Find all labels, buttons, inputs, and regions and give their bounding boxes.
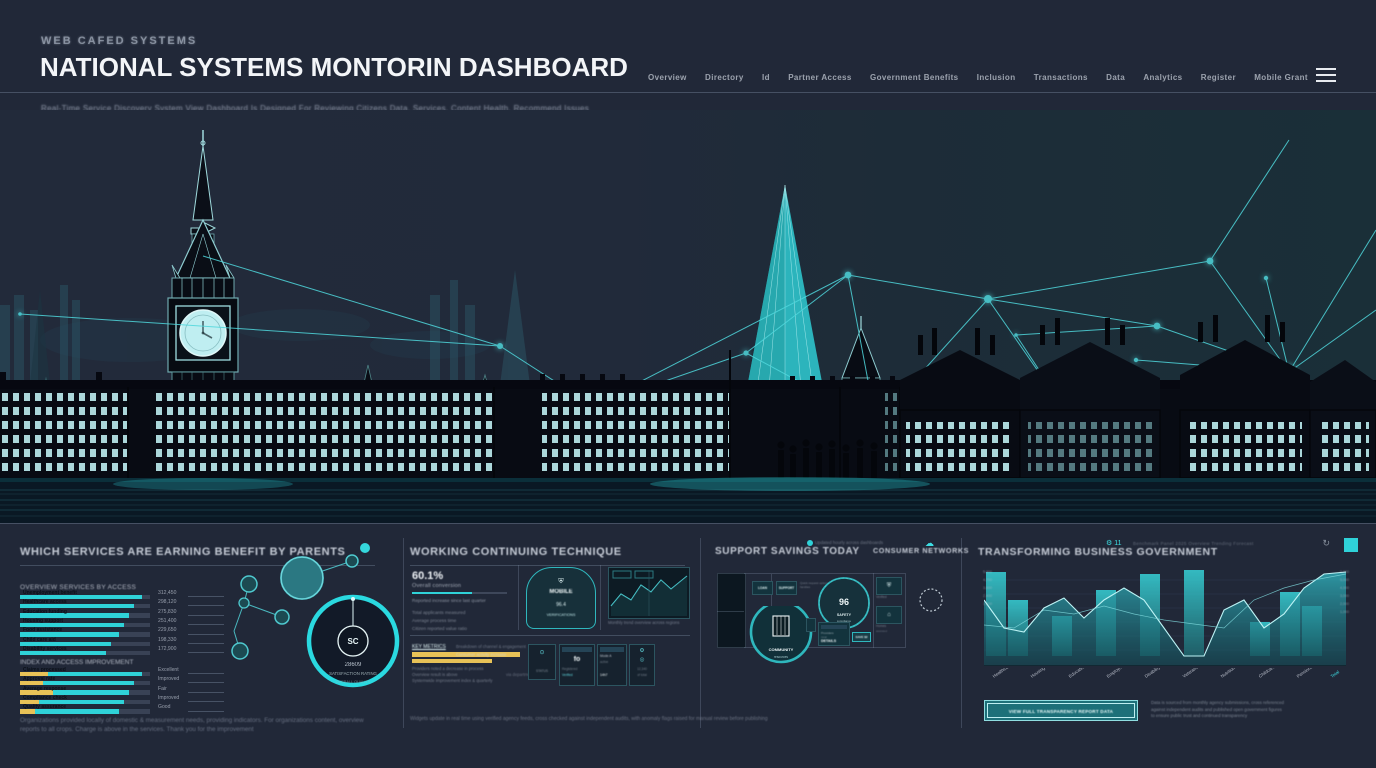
svg-text:Education: Education [1068, 668, 1087, 679]
svg-text:SAFETY: SAFETY [837, 613, 852, 617]
svg-text:COMMUNITY: COMMUNITY [769, 647, 794, 652]
svg-text:Childcare: Childcare [1258, 668, 1277, 679]
svg-text:OVERALL QUALITY: OVERALL QUALITY [336, 680, 371, 684]
svg-text:Employment: Employment [1106, 668, 1129, 679]
svg-text:Nutrition: Nutrition [1220, 668, 1237, 679]
svg-text:Housing: Housing [1030, 668, 1047, 679]
svg-text:resources: resources [774, 655, 788, 659]
svg-text:Pensions: Pensions [1296, 668, 1314, 679]
svg-text:Total: Total [1330, 669, 1340, 678]
svg-text:96: 96 [839, 597, 849, 607]
svg-text:Healthcare: Healthcare [992, 668, 1013, 679]
svg-text:Disability: Disability [1144, 668, 1162, 679]
svg-text:SC: SC [347, 637, 358, 646]
svg-text:28609: 28609 [345, 662, 362, 668]
svg-text:Veterans: Veterans [1182, 668, 1200, 679]
svg-text:SATISFACTION RATING: SATISFACTION RATING [329, 671, 377, 676]
